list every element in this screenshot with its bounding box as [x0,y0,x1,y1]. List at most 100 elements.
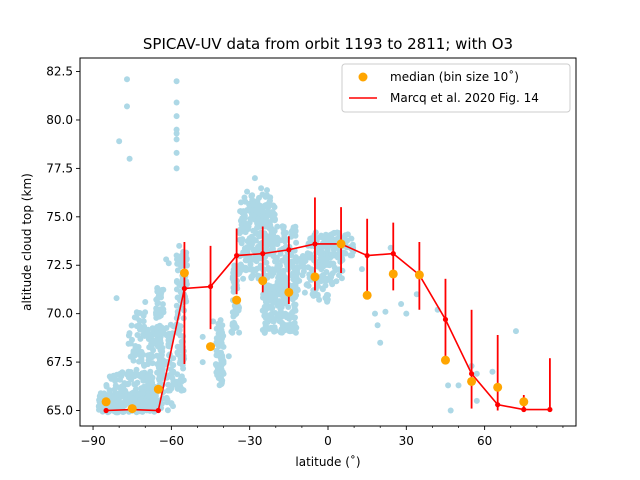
scatter-point [128,377,134,383]
legend-median-label: median (bin size 10˚) [390,69,519,84]
scatter-point [238,262,244,268]
scatter-point [267,296,273,302]
reference-point [260,251,265,256]
x-tick-label: −30 [237,434,262,448]
scatter-point [119,388,125,394]
scatter-point [133,381,139,387]
scatter-point [139,370,145,376]
scatter-point [295,287,301,293]
scatter-point [372,311,378,317]
scatter-point [111,394,117,400]
scatter-point [317,234,323,240]
scatter-point [117,371,123,377]
scatter-point [274,241,280,247]
scatter-point [142,299,148,305]
scatter-point [256,195,262,201]
scatter-point [153,332,159,338]
scatter-point [111,408,117,414]
scatter-point [127,156,133,162]
x-tick-label: −60 [159,434,184,448]
scatter-point [134,309,140,315]
scatter-point [275,275,281,281]
scatter-point [320,286,326,292]
scatter-point [175,344,181,350]
scatter-point [274,255,280,261]
scatter-point [183,297,189,303]
y-axis-label: altitude cloud top (km) [20,173,34,311]
scatter-point [269,267,275,273]
scatter-point [237,227,243,233]
scatter-point [239,210,245,216]
reference-point [443,317,448,322]
y-tick-label: 70.0 [46,307,73,321]
legend: median (bin size 10˚) Marcq et al. 2020 … [342,64,570,112]
scatter-point [310,291,316,297]
y-tick-label: 67.5 [46,355,73,369]
scatter-point [270,286,276,292]
scatter-point [156,309,162,315]
scatter-point [330,270,336,276]
scatter-point [474,398,480,404]
scatter-point [292,323,298,329]
scatter-point [125,369,131,375]
scatter-point [244,244,250,250]
scatter-point [145,393,151,399]
scatter-point [255,244,261,250]
scatter-point [317,263,323,269]
median-point [128,404,137,413]
scatter-point [174,136,180,142]
scatter-point [231,289,237,295]
scatter-point [263,241,269,247]
scatter-point [265,209,271,215]
median-point [441,356,450,365]
scatter-point [318,248,324,254]
scatter-point [240,276,246,282]
scatter-point [141,318,147,324]
scatter-point [139,349,145,355]
reference-point [234,253,239,258]
x-tick-label: 30 [399,434,414,448]
median-point [154,385,163,394]
reference-point [521,407,526,412]
scatter-point [136,359,142,365]
scatter-point [169,375,175,381]
scatter-point [263,216,269,222]
scatter-point [290,258,296,264]
scatter-point [339,275,345,281]
scatter-point [279,258,285,264]
scatter-point [165,407,171,413]
reference-point [104,408,109,413]
median-point [363,291,372,300]
reference-point [391,251,396,256]
scatter-point [489,369,495,375]
scatter-point [279,304,285,310]
scatter-point [445,382,451,388]
scatter-point [179,373,185,379]
scatter-point [264,187,270,193]
reference-point [495,402,500,407]
reference-point [365,253,370,258]
scatter-point [124,103,130,109]
median-point [389,269,398,278]
scatter-point [241,217,247,223]
scatter-point [157,336,163,342]
scatter-point [333,278,339,284]
scatter-point [174,113,180,119]
scatter-point [345,231,351,237]
scatter-point [328,279,334,285]
scatter-point [131,390,137,396]
median-point [467,377,476,386]
y-tick-label: 72.5 [46,258,73,272]
scatter-point [377,340,383,346]
scatter-point [513,328,519,334]
scatter-point [264,306,270,312]
scatter-point [250,201,256,207]
median-point [258,276,267,285]
scatter-point [174,253,180,259]
scatter-point [219,381,225,387]
scatter-point [159,352,165,358]
scatter-point [149,382,155,388]
scatter-point [176,243,182,249]
scatter-point [307,251,313,257]
scatter-point [322,256,328,262]
